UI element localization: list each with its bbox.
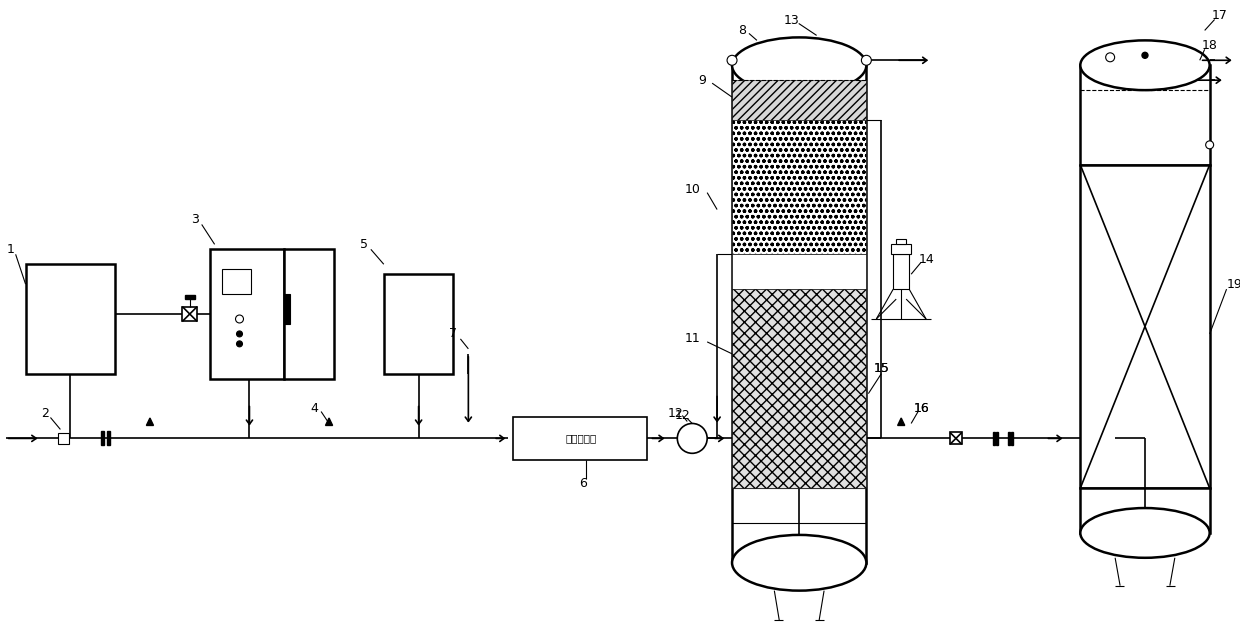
Text: 7: 7 (449, 327, 458, 340)
Text: 12: 12 (667, 407, 683, 420)
Bar (100, 431, 104, 445)
Circle shape (237, 331, 243, 337)
Ellipse shape (1080, 41, 1210, 90)
Text: 14: 14 (918, 253, 934, 266)
Bar (950, 432, 962, 444)
Ellipse shape (1080, 508, 1210, 558)
Bar (893, 254, 909, 289)
Text: 5: 5 (360, 238, 368, 251)
Bar (384, 275, 454, 373)
Bar (732, 65, 867, 563)
Text: 3: 3 (191, 213, 198, 226)
Text: 6: 6 (579, 477, 587, 489)
Text: 15: 15 (873, 362, 889, 375)
Bar (892, 244, 911, 254)
Text: 17: 17 (1211, 9, 1228, 22)
Polygon shape (146, 418, 154, 425)
Bar (732, 254, 867, 289)
Circle shape (727, 55, 737, 65)
Circle shape (677, 424, 707, 453)
Text: 8: 8 (738, 24, 746, 37)
Bar (26, 264, 115, 373)
Text: 9: 9 (698, 74, 706, 87)
Circle shape (237, 341, 243, 347)
Text: 15: 15 (873, 362, 889, 375)
Text: 10: 10 (684, 183, 701, 196)
Text: 16: 16 (913, 402, 929, 415)
Bar (732, 80, 867, 120)
Bar (1080, 488, 1210, 533)
Text: 13: 13 (784, 14, 800, 27)
Bar (732, 120, 867, 254)
Bar (1008, 432, 1011, 445)
Text: 1: 1 (6, 243, 15, 256)
Bar (222, 269, 252, 294)
Bar (513, 417, 647, 460)
Bar (1080, 165, 1210, 488)
Ellipse shape (732, 535, 867, 591)
Bar (284, 249, 334, 378)
Text: 19: 19 (1226, 278, 1240, 290)
Bar (993, 432, 996, 445)
Bar (107, 431, 109, 445)
Text: 11: 11 (684, 332, 701, 346)
Polygon shape (325, 418, 332, 425)
Bar (182, 307, 197, 321)
Polygon shape (898, 418, 905, 425)
Text: 静态混合器: 静态混合器 (565, 434, 596, 443)
Text: 4: 4 (310, 402, 319, 415)
Bar (284, 294, 290, 324)
Text: 18: 18 (1202, 39, 1218, 52)
Bar (732, 289, 867, 488)
Bar (1011, 432, 1013, 445)
Bar (185, 295, 195, 299)
Circle shape (236, 315, 243, 323)
Bar (897, 240, 906, 244)
Circle shape (1142, 53, 1148, 58)
Circle shape (862, 55, 872, 65)
Bar (210, 249, 284, 378)
Bar (1080, 65, 1210, 165)
Bar (58, 433, 69, 444)
Text: 2: 2 (41, 407, 50, 420)
Circle shape (1106, 53, 1115, 61)
Text: 16: 16 (913, 402, 929, 415)
Bar (996, 432, 998, 445)
Ellipse shape (732, 37, 867, 93)
Text: 12: 12 (675, 409, 691, 422)
Circle shape (1205, 141, 1214, 149)
